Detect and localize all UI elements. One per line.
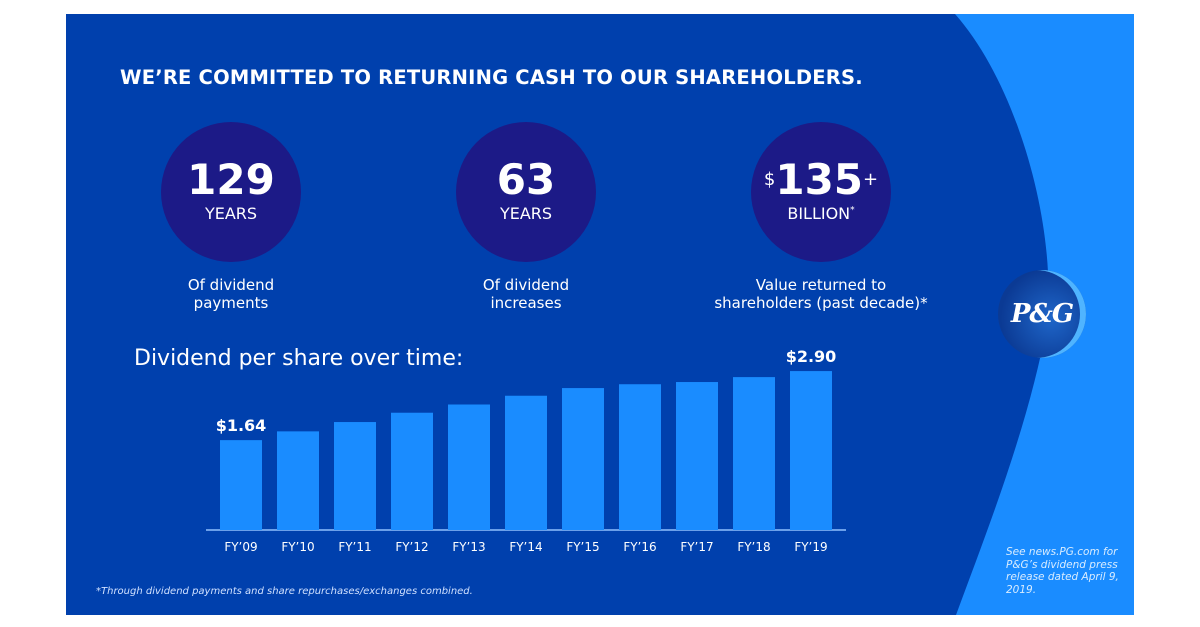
x-tick-label: FY’12	[395, 540, 428, 554]
headline: WE’RE COMMITTED TO RETURNING CASH TO OUR…	[120, 66, 863, 89]
data-label: $1.64	[216, 416, 267, 435]
data-label: $2.90	[786, 347, 837, 366]
bar-6	[562, 388, 604, 530]
background-curve	[955, 14, 1134, 615]
pg-logo: P&G	[998, 270, 1086, 358]
x-tick-label: FY’09	[224, 540, 257, 554]
footnote: *Through dividend payments and share rep…	[96, 586, 473, 597]
x-tick-label: FY’15	[566, 540, 599, 554]
bar-10	[790, 371, 832, 530]
stat-caption: Of dividend increases	[482, 276, 570, 312]
x-tick-label: FY’13	[452, 540, 485, 554]
stat-circle-value-returned: $135+ BILLION*	[751, 122, 891, 262]
stat-value: $135+	[763, 155, 879, 204]
stat-caption: Value returned to shareholders (past deca…	[714, 276, 928, 312]
x-tick-label: FY’19	[794, 540, 827, 554]
stat-value: 63	[496, 155, 556, 204]
stat-caption: Of dividend payments	[187, 276, 275, 312]
x-tick-label: FY’17	[680, 540, 713, 554]
x-tick-label: FY’11	[338, 540, 371, 554]
light-blue-region	[955, 14, 1134, 615]
bar-0	[220, 440, 262, 530]
stat-circle-increase-years: 63 YEARS	[456, 122, 596, 262]
bar-4	[448, 404, 490, 530]
stat-value: 129	[187, 155, 275, 204]
x-tick-label: FY’18	[737, 540, 770, 554]
side-note: See news.PG.com for P&G’s dividend press…	[1006, 546, 1119, 596]
bar-3	[391, 412, 433, 530]
bar-2	[334, 422, 376, 530]
bar-chart: FY’09 $1.64 FY’10 FY’11 FY’12 FY’13 FY’14 FY’15…	[206, 347, 846, 554]
chart-title: Dividend per share over time:	[134, 346, 464, 371]
bar-7	[619, 384, 661, 530]
bar-9	[733, 377, 775, 530]
stat-unit: BILLION*	[787, 204, 855, 223]
stat-unit: YEARS	[499, 204, 553, 223]
x-tick-label: FY’10	[281, 540, 314, 554]
infographic-panel: WE’RE COMMITTED TO RETURNING CASH TO OUR…	[66, 14, 1134, 615]
bar-5	[505, 395, 547, 530]
bar-1	[277, 431, 319, 530]
stat-unit: YEARS	[204, 204, 258, 223]
x-tick-label: FY’16	[623, 540, 656, 554]
x-tick-label: FY’14	[509, 540, 542, 554]
bar-8	[676, 382, 718, 530]
stat-circle-dividend-years: 129 YEARS	[161, 122, 301, 262]
